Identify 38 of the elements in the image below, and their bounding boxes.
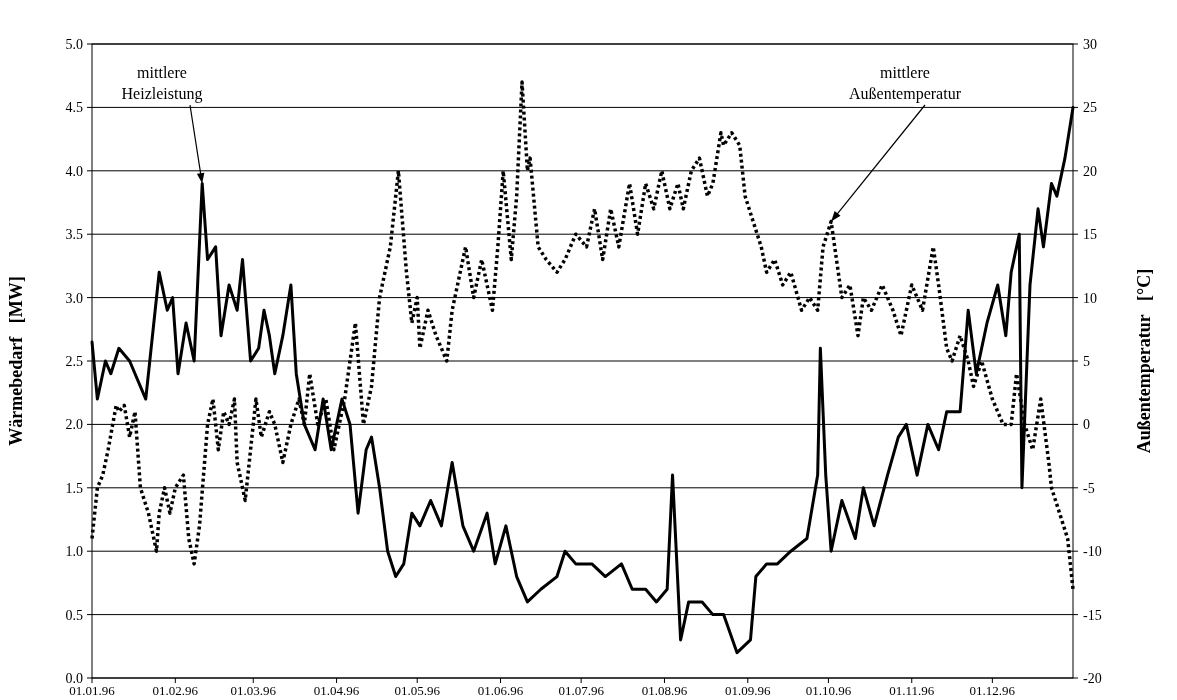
x-tick-label: 01.07.96 — [558, 683, 605, 698]
y2-tick-label: 30 — [1083, 37, 1097, 52]
y-axis-title: Wärmebedarf [MW] — [6, 276, 26, 446]
y2-tick-label: -20 — [1083, 671, 1102, 686]
y2-tick-label: 0 — [1083, 417, 1090, 433]
y-tick-label: 4.0 — [65, 163, 83, 179]
y2-axis-title: Außentemperatur [°C] — [1134, 268, 1154, 454]
y-tick-label: 1.5 — [65, 480, 83, 496]
y-tick-label: 3.5 — [65, 227, 83, 243]
y2-tick-label: -10 — [1083, 544, 1102, 560]
x-tick-label: 01.08.96 — [641, 683, 688, 698]
y-tick-label: 2.0 — [65, 417, 83, 433]
y2-tick-label: -5 — [1083, 480, 1095, 496]
y2-tick-label: 20 — [1083, 163, 1097, 179]
y-tick-label: 0.5 — [65, 607, 83, 623]
x-tick-label: 01.06.96 — [477, 683, 524, 698]
y-tick-label: 0.0 — [65, 671, 83, 686]
y-tick-label: 2.5 — [65, 354, 83, 369]
x-tick-label: 01.05.96 — [394, 683, 441, 698]
x-tick-label: 01.01.96 — [69, 683, 116, 698]
y2-tick-label: -15 — [1083, 607, 1102, 623]
x-tick-label: 01.12.96 — [969, 683, 1016, 698]
y2-tick-label: 15 — [1083, 227, 1097, 243]
annotation: mittlere Außentemperatur — [849, 64, 962, 103]
y2-tick-label: 10 — [1083, 290, 1097, 306]
y-tick-label: 1.0 — [65, 544, 83, 560]
y2-tick-label: 5 — [1083, 354, 1090, 369]
y-tick-label: 4.5 — [65, 100, 83, 116]
x-tick-label: 01.03.96 — [230, 683, 277, 698]
x-tick-label: 01.10.96 — [805, 683, 852, 698]
annotation: mittlere Heizleistung — [121, 64, 203, 103]
y-tick-label: 5.0 — [65, 37, 83, 52]
x-tick-label: 01.09.96 — [725, 683, 772, 698]
x-tick-label: 01.02.96 — [152, 683, 199, 698]
x-tick-label: 01.11.96 — [889, 683, 935, 698]
x-tick-label: 01.04.96 — [313, 683, 360, 698]
y-tick-label: 3.0 — [65, 290, 83, 306]
y2-tick-label: 25 — [1083, 100, 1097, 116]
